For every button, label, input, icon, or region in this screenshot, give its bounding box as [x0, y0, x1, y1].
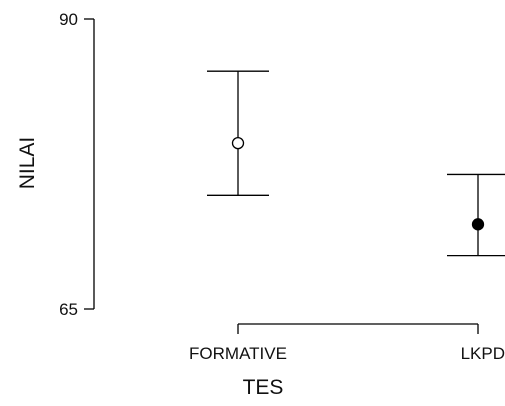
x-tick-label: LKPD: [461, 344, 505, 363]
y-axis-title: NILAI: [16, 137, 39, 190]
y-tick-label: 65: [59, 300, 78, 319]
x-axis-title: TES: [243, 376, 284, 399]
x-tick-label: FORMATIVE: [189, 344, 287, 363]
plot-area: [207, 70, 505, 257]
x-axis: FORMATIVE LKPD: [189, 323, 505, 363]
mean-point: [471, 218, 485, 231]
y-axis: 65 90: [59, 10, 95, 319]
y-tick-label: 90: [59, 10, 78, 29]
mean-point: [231, 136, 245, 150]
